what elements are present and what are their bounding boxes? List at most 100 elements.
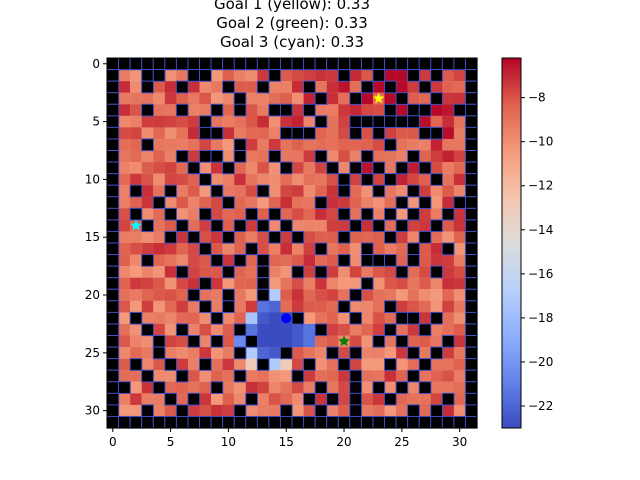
wall-cell: [175, 103, 189, 117]
wall-cell: [210, 184, 224, 198]
heatmap-cell: [187, 266, 200, 278]
wall-cell: [106, 184, 120, 198]
wall-cell: [349, 415, 363, 429]
heatmap-cell: [361, 127, 374, 140]
heatmap-cell: [222, 219, 235, 232]
wall-cell: [279, 161, 293, 175]
heatmap-cell: [257, 370, 270, 382]
wall-cell: [453, 196, 467, 209]
heatmap-cell: [453, 69, 466, 82]
heatmap-cell: [292, 219, 304, 232]
heatmap-cell: [245, 115, 258, 128]
heatmap-cell: [268, 81, 281, 93]
heatmap-cell: [187, 347, 200, 359]
heatmap-cell: [303, 323, 316, 336]
wall-cell: [407, 184, 420, 198]
heatmap-cell: [326, 266, 339, 278]
heatmap-cell: [442, 266, 455, 278]
wall-cell: [441, 207, 455, 221]
heatmap-cell: [211, 115, 223, 128]
heatmap-cell: [257, 231, 270, 244]
wall-cell: [464, 80, 478, 94]
wall-cell: [326, 415, 339, 429]
heatmap-cell: [292, 393, 304, 406]
heatmap-cell: [315, 289, 327, 301]
heatmap-cell: [187, 277, 200, 290]
wall-cell: [430, 92, 443, 105]
heatmap-cell: [419, 335, 431, 348]
heatmap-cell: [453, 277, 466, 290]
heatmap-cell: [164, 92, 177, 105]
heatmap-cell: [315, 254, 327, 267]
heatmap-cell: [164, 381, 177, 394]
heatmap-cell: [268, 381, 281, 394]
heatmap-cell: [176, 254, 189, 267]
wall-cell: [187, 57, 201, 71]
wall-cell: [199, 415, 212, 429]
heatmap-cell: [245, 277, 258, 290]
colorbar-tick-label: −22: [528, 399, 553, 413]
heatmap-cell: [430, 138, 443, 151]
wall-cell: [384, 115, 397, 129]
wall-cell: [430, 346, 443, 360]
heatmap-cell: [280, 277, 293, 290]
heatmap-cell: [292, 208, 304, 221]
heatmap-cell: [176, 300, 189, 313]
heatmap-cell: [396, 370, 408, 382]
heatmap-cell: [349, 208, 362, 221]
wall-cell: [210, 219, 224, 233]
heatmap-cell: [153, 254, 165, 267]
wall-cell: [268, 57, 282, 71]
heatmap-cell: [118, 243, 131, 255]
heatmap-cell: [303, 196, 316, 209]
heatmap-cell: [199, 381, 212, 394]
heatmap-cell: [187, 173, 200, 186]
heatmap-cell: [280, 254, 293, 267]
wall-cell: [395, 92, 409, 105]
heatmap-cell: [257, 173, 270, 186]
wall-cell: [175, 369, 189, 383]
heatmap-cell: [222, 277, 235, 290]
wall-cell: [210, 335, 224, 348]
wall-cell: [106, 219, 120, 233]
heatmap-cell: [372, 393, 385, 406]
wall-cell: [129, 207, 143, 221]
heatmap-cell: [453, 127, 466, 140]
heatmap-cell: [430, 104, 443, 116]
heatmap-cell: [268, 243, 281, 255]
heatmap-cell: [303, 243, 316, 255]
y-tick-label: 25: [85, 346, 100, 360]
heatmap-cell: [118, 173, 131, 186]
heatmap-cell: [141, 173, 154, 186]
heatmap-cell: [292, 289, 304, 301]
wall-cell: [118, 415, 131, 429]
heatmap-cell: [211, 208, 223, 221]
wall-cell: [199, 150, 212, 163]
wall-cell: [106, 150, 120, 163]
heatmap-cell: [118, 208, 131, 221]
heatmap-cell: [234, 162, 246, 174]
heatmap-cell: [303, 335, 316, 348]
wall-cell: [164, 358, 178, 371]
heatmap-cell: [118, 231, 131, 244]
heatmap-cell: [187, 323, 200, 336]
wall-cell: [418, 80, 432, 94]
wall-cell: [349, 115, 363, 129]
heatmap-cell: [384, 92, 397, 105]
heatmap-cell: [453, 150, 466, 163]
heatmap-cell: [268, 185, 281, 197]
wall-cell: [291, 265, 305, 279]
heatmap-cell: [315, 185, 327, 197]
wall-cell: [222, 300, 235, 314]
wall-cell: [384, 392, 397, 406]
heatmap-cell: [153, 162, 165, 174]
heatmap-cell: [245, 185, 258, 197]
heatmap-cell: [372, 208, 385, 221]
heatmap-cell: [303, 138, 316, 151]
heatmap-cell: [280, 323, 293, 336]
heatmap-cell: [257, 92, 270, 105]
heatmap-cell: [372, 231, 385, 244]
heatmap-cell: [257, 381, 270, 394]
wall-cell: [384, 57, 397, 71]
heatmap-cell: [442, 196, 455, 209]
